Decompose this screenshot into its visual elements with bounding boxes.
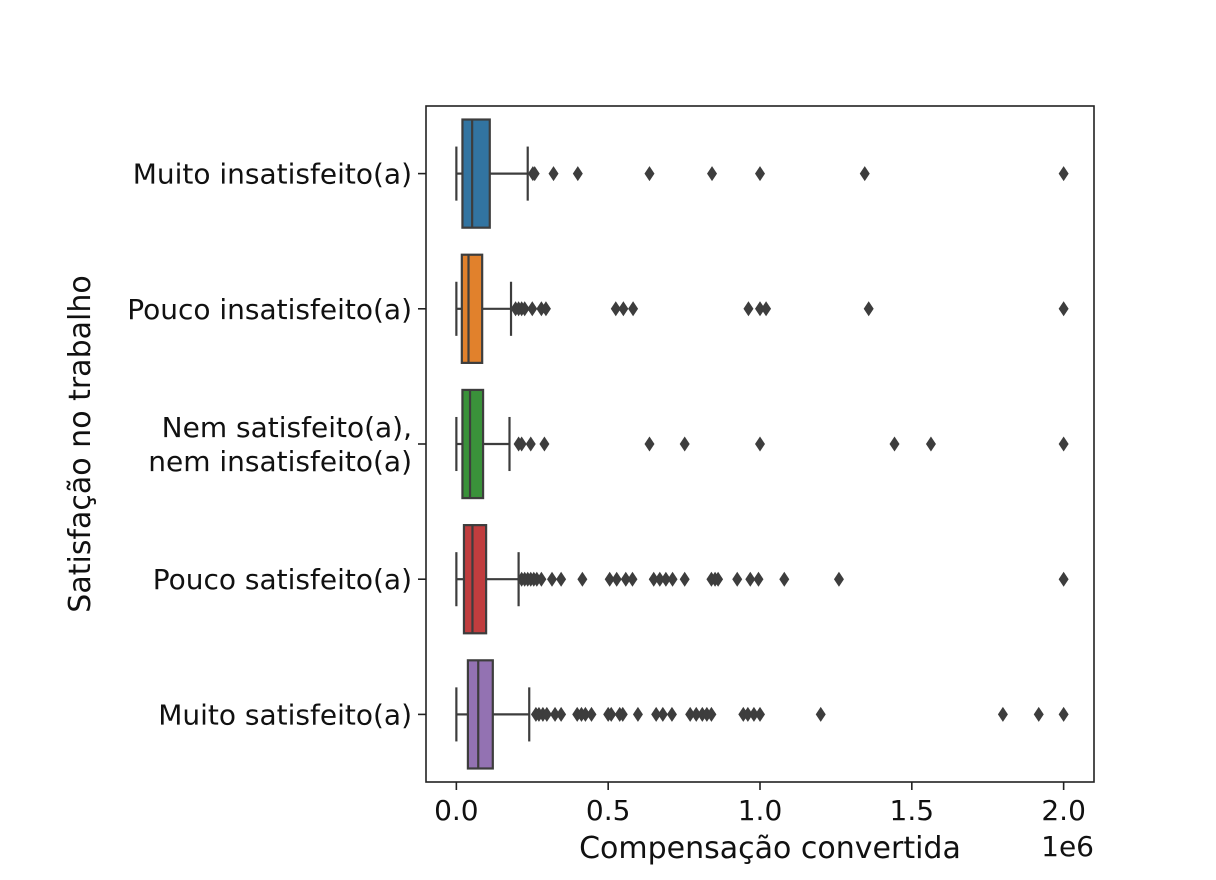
outlier-point — [753, 571, 764, 587]
outlier-point — [550, 706, 561, 722]
outlier-point — [654, 571, 665, 587]
boxes-layer — [455, 118, 1069, 770]
outlier-point — [1058, 166, 1069, 182]
outlier-point — [586, 706, 597, 722]
outlier-point — [580, 706, 591, 722]
outlier-point — [657, 706, 668, 722]
y-tick-label: Pouco insatisfeito(a) — [127, 293, 412, 326]
outlier-point — [748, 706, 759, 722]
outlier-point — [536, 571, 547, 587]
outlier-point — [516, 436, 527, 452]
outlier-point — [859, 166, 870, 182]
outlier-point — [572, 166, 583, 182]
outlier-point — [815, 706, 826, 722]
y-axis: Muito insatisfeito(a) Pouco insatisfeito(… — [127, 158, 426, 731]
outlier-point — [606, 706, 617, 722]
y-axis-label: Satisfação no trabalho — [63, 275, 98, 612]
iqr-box — [460, 253, 484, 364]
outlier-point — [706, 706, 717, 722]
outlier-point — [833, 571, 844, 587]
outlier-point — [611, 571, 622, 587]
outlier-point — [548, 166, 559, 182]
outlier-point — [540, 301, 551, 317]
box-group — [455, 118, 1069, 229]
outlier-point — [651, 706, 662, 722]
outlier-point — [761, 301, 772, 317]
outlier-point — [1033, 706, 1044, 722]
outlier-point — [743, 301, 754, 317]
outlier-point — [755, 166, 765, 182]
outlier-point — [889, 436, 900, 452]
y-tick-label: nem insatisfeito(a) — [148, 445, 412, 478]
outlier-point — [863, 301, 874, 317]
outlier-point — [679, 436, 690, 452]
outlier-point — [925, 436, 936, 452]
outlier-point — [644, 436, 655, 452]
outlier-point — [660, 571, 671, 587]
outlier-point — [620, 571, 631, 587]
x-tick-label: 1.0 — [738, 794, 783, 827]
y-tick-label: Muito insatisfeito(a) — [133, 158, 412, 191]
outlier-point — [755, 436, 765, 452]
outlier-point — [644, 166, 655, 182]
outlier-point — [779, 571, 790, 587]
outlier-point — [541, 706, 552, 722]
outlier-point — [618, 301, 629, 317]
outlier-point — [1058, 706, 1069, 722]
outlier-point — [732, 571, 743, 587]
outlier-point — [610, 301, 621, 317]
x-tick-label: 2.0 — [1041, 794, 1086, 827]
outlier-point — [1058, 571, 1069, 587]
outlier-point — [1058, 301, 1069, 317]
outlier-point — [679, 571, 690, 587]
outlier-point — [577, 571, 588, 587]
outlier-point — [667, 571, 678, 587]
outlier-point — [617, 706, 628, 722]
iqr-box — [462, 524, 488, 635]
iqr-box — [461, 118, 491, 229]
box-group — [455, 659, 1069, 770]
outlier-point — [666, 706, 677, 722]
y-tick-label: Pouco satisfeito(a) — [153, 563, 412, 596]
outlier-point — [627, 571, 638, 587]
outlier-point — [529, 166, 540, 182]
iqr-box — [466, 659, 494, 770]
outlier-point — [604, 571, 615, 587]
x-axis-offset-label: 1e6 — [1041, 830, 1094, 863]
outlier-point — [648, 571, 659, 587]
x-tick-label: 1.5 — [890, 794, 935, 827]
outlier-point — [755, 706, 765, 722]
outlier-point — [632, 706, 643, 722]
outlier-point — [691, 706, 702, 722]
iqr-box — [461, 388, 485, 500]
outlier-point — [713, 571, 724, 587]
outlier-point — [745, 571, 756, 587]
outlier-point — [519, 301, 530, 317]
outlier-point — [707, 166, 718, 182]
x-tick-label: 0.0 — [434, 794, 479, 827]
y-tick-label: Nem satisfeito(a), — [162, 411, 412, 444]
box-group — [455, 253, 1069, 364]
outlier-point — [628, 301, 639, 317]
y-tick-label: Muito satisfeito(a) — [158, 698, 412, 731]
outlier-point — [685, 706, 696, 722]
outlier-point — [525, 436, 536, 452]
x-axis: 0.0 0.5 1.0 1.5 2.0 — [434, 782, 1086, 827]
x-tick-label: 0.5 — [586, 794, 631, 827]
outlier-point — [547, 571, 558, 587]
x-axis-label: Compensação convertida — [579, 831, 961, 866]
outlier-point — [755, 301, 765, 317]
outlier-point — [997, 706, 1008, 722]
outlier-point — [539, 436, 550, 452]
box-group — [455, 388, 1069, 500]
outlier-point — [1058, 436, 1069, 452]
outlier-point — [556, 706, 567, 722]
outlier-point — [742, 706, 753, 722]
outlier-point — [527, 301, 538, 317]
box-group — [455, 524, 1069, 635]
outlier-point — [556, 571, 567, 587]
